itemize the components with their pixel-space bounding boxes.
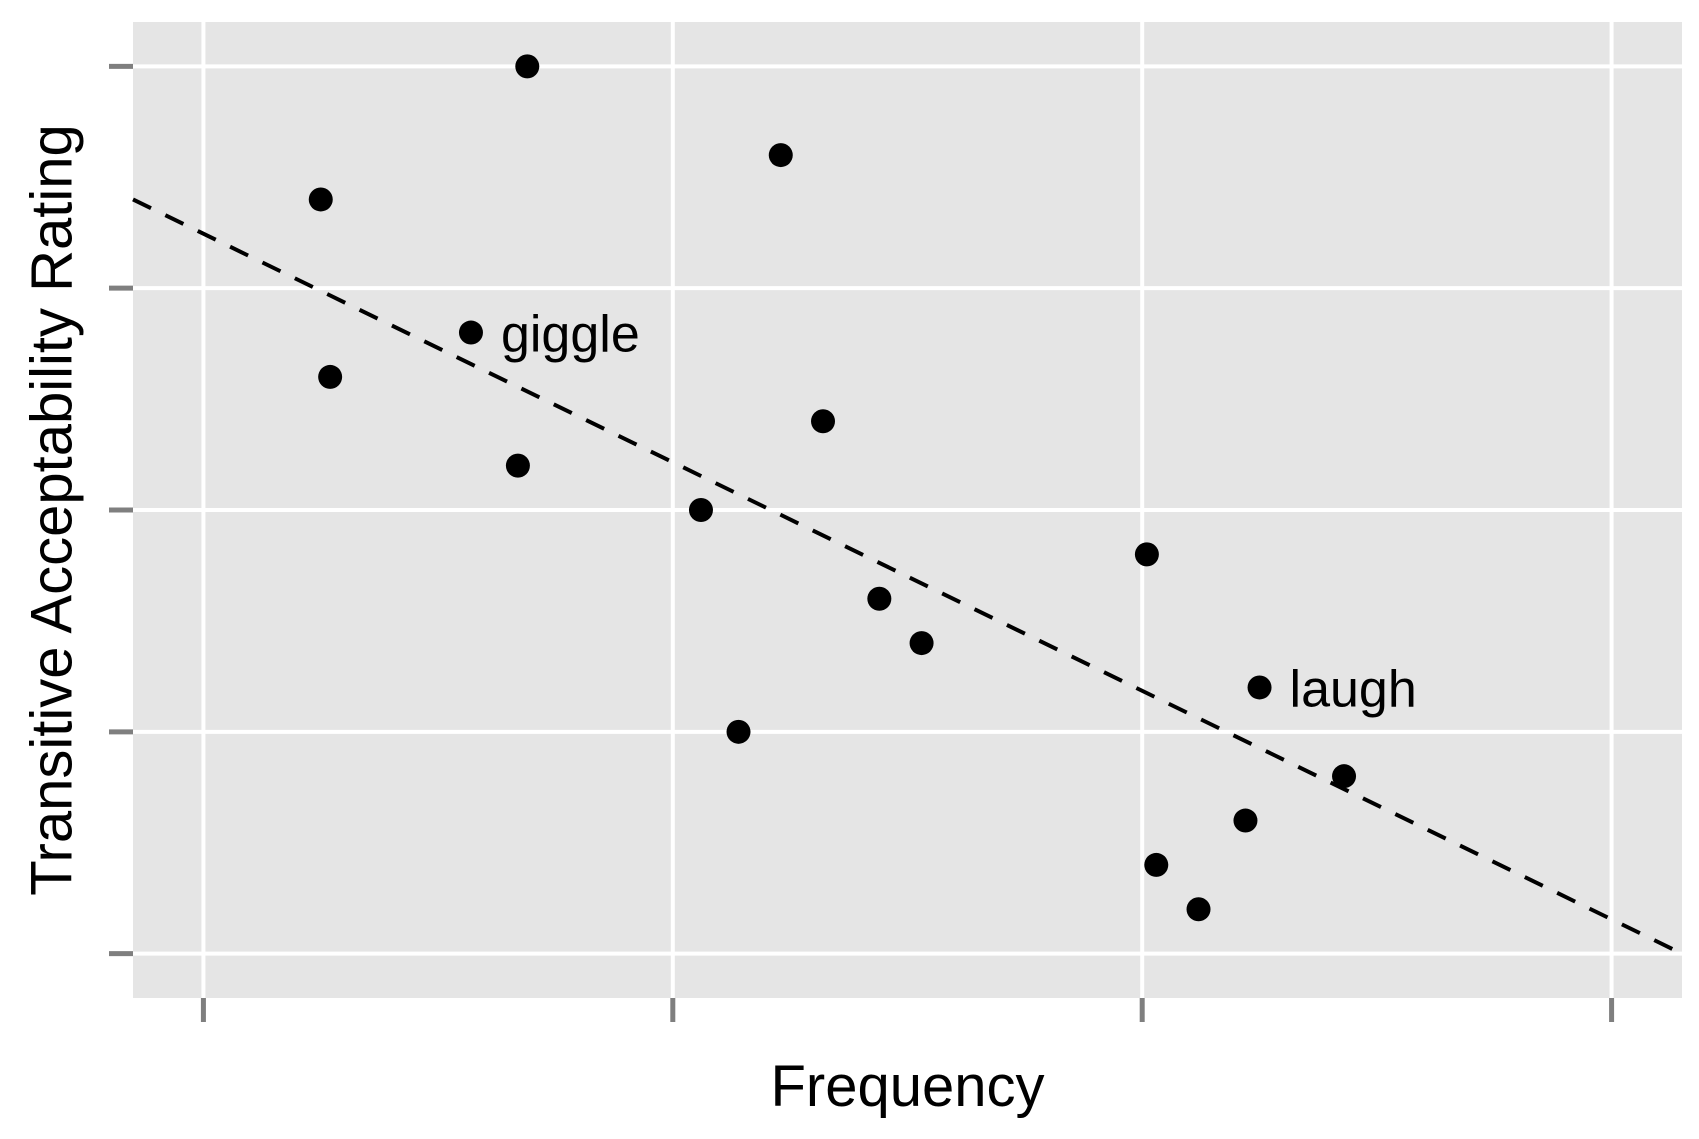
- point-labels: giggle laugh: [501, 306, 1417, 719]
- y-axis-title: Transitive Acceptability Rating: [20, 124, 85, 896]
- data-point: [867, 586, 892, 611]
- data-point: [505, 453, 530, 478]
- data-points: [308, 54, 1357, 922]
- x-axis-title: Frequency: [770, 1054, 1044, 1119]
- data-point: [909, 631, 934, 656]
- data-point: [515, 54, 540, 79]
- data-point: [1247, 675, 1272, 700]
- axis-ticks: [109, 63, 1615, 1022]
- data-point: [768, 143, 793, 168]
- data-point: [458, 320, 483, 345]
- data-point: [1233, 808, 1258, 833]
- data-point: [1332, 764, 1357, 789]
- data-point: [308, 187, 333, 212]
- data-point: [811, 409, 836, 434]
- point-label-laugh: laugh: [1290, 660, 1417, 718]
- data-point: [1186, 897, 1211, 922]
- data-point: [726, 719, 751, 744]
- data-point: [1134, 542, 1159, 567]
- data-point: [318, 364, 343, 389]
- grid-lines: [133, 22, 1682, 998]
- data-point: [1144, 852, 1169, 877]
- point-label-giggle: giggle: [501, 306, 640, 364]
- data-point: [688, 498, 713, 522]
